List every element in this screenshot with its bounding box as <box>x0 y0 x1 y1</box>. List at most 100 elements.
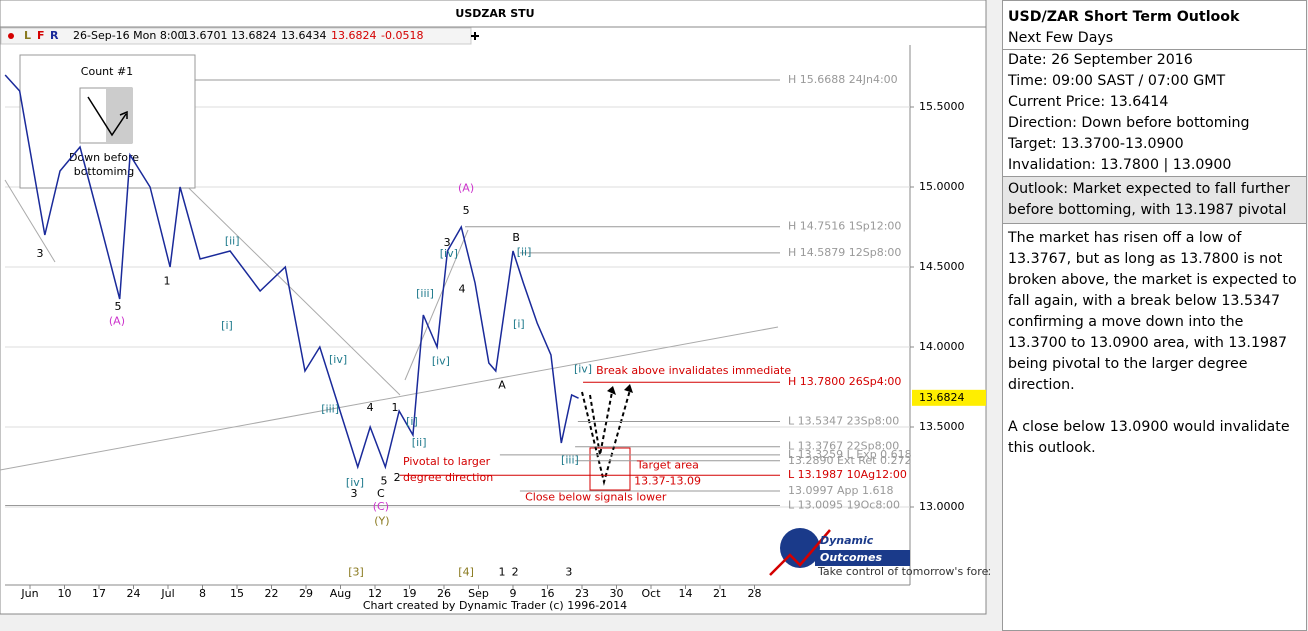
wave-label: [ii] <box>225 234 240 247</box>
x-tick-label: 10 <box>57 587 71 600</box>
wave-label: [iii] <box>561 454 579 467</box>
wave-label: [ii] <box>412 436 427 449</box>
panel-body: The market has risen off a low of 13.376… <box>1003 224 1306 459</box>
status-dot <box>8 33 14 39</box>
wave-label: [iv] <box>432 354 450 367</box>
wave-label: (Y) <box>374 514 389 527</box>
note: Pivotal to larger <box>403 455 491 468</box>
panel-paragraph: A close below 13.0900 would invalidate t… <box>1008 419 1290 456</box>
projection-arrows <box>581 389 631 486</box>
level-label: L 13.1987 10Ag12:00 <box>788 468 907 481</box>
wave-label: C <box>377 487 385 500</box>
x-tick-label: Sep <box>468 587 489 600</box>
wave-label: (A) <box>109 314 125 327</box>
x-tick-label: 8 <box>199 587 206 600</box>
logo-swoosh <box>769 529 831 576</box>
y-tick-label: 15.0000 <box>919 180 965 193</box>
logo-banner <box>815 550 910 566</box>
inset-caption: bottomimg <box>74 165 135 178</box>
x-tick-label: 14 <box>679 587 693 600</box>
x-tick-label: 17 <box>92 587 106 600</box>
toolbar-field: -0.0518 <box>381 29 423 42</box>
toolbar-flag[interactable]: F <box>37 29 45 42</box>
level-label: H 15.6688 24Jn4:00 <box>788 73 898 86</box>
toolbar-field: 13.6824 <box>331 29 377 42</box>
logo-tagline: Take control of tomorrow's forex today <box>817 565 990 578</box>
trendline <box>149 149 401 396</box>
logo: Dynamic Outcomes Take control of tomorro… <box>769 528 990 578</box>
wave-label: 4 <box>458 282 465 295</box>
wave-label: B <box>512 231 520 244</box>
crosshair-icon[interactable] <box>471 32 479 40</box>
last-price-box <box>912 389 986 406</box>
wave-label: 3 <box>444 236 451 249</box>
wave-label: [i] <box>221 319 233 332</box>
x-tick-label: 15 <box>230 587 244 600</box>
y-tick-label: 15.5000 <box>919 100 965 113</box>
x-tick-label: Aug <box>330 587 351 600</box>
panel-fact: Direction: Down before bottoming <box>1008 115 1250 131</box>
toolbar-flag[interactable]: R <box>50 29 59 42</box>
trendlines <box>0 149 779 471</box>
credit: Chart created by Dynamic Trader (c) 1996… <box>363 599 627 612</box>
x-tick-label: 30 <box>610 587 624 600</box>
level-label: 13.2890 Ext Ret 0.272 <box>788 454 911 467</box>
chart: USDZAR STU L F R 26-Sep-16 Mon 8:00 13.6… <box>0 0 990 615</box>
x-tick-label: 19 <box>403 587 417 600</box>
panel-facts: Date: 26 September 2016 Time: 09:00 SAST … <box>1003 49 1306 176</box>
x-tick-label: 16 <box>541 587 555 600</box>
x-tick-label: 29 <box>299 587 313 600</box>
wave-label: 2 <box>512 566 519 579</box>
y-tick-label: 14.0000 <box>919 340 965 353</box>
panel-title: USD/ZAR Short Term Outlook <box>1008 9 1240 25</box>
wave-label: [iii] <box>416 287 434 300</box>
logo-globe <box>780 528 820 568</box>
toolbar-flag[interactable]: L <box>24 29 31 42</box>
inset-caption: Down before <box>69 151 139 164</box>
panel-fact: Current Price: 13.6414 <box>1008 94 1169 110</box>
panel-fact: Time: 09:00 SAST / 07:00 GMT <box>1008 73 1226 89</box>
level-label: L 13.3767 22Sp8:00 <box>788 440 899 453</box>
note: Break above invalidates immediate <box>596 364 791 377</box>
level-label: H 14.7516 1Sp12:00 <box>788 220 901 233</box>
x-tick-label: 26 <box>437 587 451 600</box>
wave-label: 1 <box>392 401 399 414</box>
wave-label: 2 <box>394 471 401 484</box>
outlook-panel: USD/ZAR Short Term Outlook Next Few Days… <box>1002 0 1307 631</box>
x-tick-label: 23 <box>575 587 589 600</box>
x-tick-label: 24 <box>127 587 141 600</box>
panel-subtitle: Next Few Days <box>1008 30 1114 46</box>
wave-label: [ii] <box>517 246 532 259</box>
wave-label: [iv] <box>346 476 364 489</box>
level-label: L 13.0095 19Oc8:00 <box>788 498 900 511</box>
level-label: H 13.7800 26Sp4:00 <box>788 375 901 388</box>
wave-label: [i] <box>513 318 525 331</box>
chart-title: USDZAR STU <box>455 7 534 20</box>
panel-fact: Target: 13.3700-13.0900 <box>1008 136 1184 152</box>
x-tick-label: Oct <box>641 587 661 600</box>
x-tick-label: 22 <box>265 587 279 600</box>
wave-label: [iv] <box>440 247 458 260</box>
panel-paragraph: The market has risen off a low of 13.376… <box>1008 230 1297 393</box>
panel-fact: Date: 26 September 2016 <box>1008 52 1193 68</box>
panel-fact: Invalidation: 13.7800 | 13.0900 <box>1008 157 1232 173</box>
level-label: H 14.5879 12Sp8:00 <box>788 246 901 259</box>
inset: Count #1 Down before bottomimg <box>19 54 196 189</box>
last-price-label: 13.6824 <box>919 391 965 404</box>
y-tick-label: 13.5000 <box>919 420 965 433</box>
level-label: 13.0997 App 1.618 <box>788 484 893 497</box>
logo-name: Outcomes <box>820 551 882 564</box>
wave-label: 1 <box>498 566 505 579</box>
trendline <box>404 229 469 381</box>
inset-icon-arrow <box>87 96 128 137</box>
level-label: L 13.5347 23Sp8:00 <box>788 414 899 427</box>
wave-label: [3] <box>348 566 364 579</box>
trendline <box>0 326 779 471</box>
inset-title: Count #1 <box>81 65 133 78</box>
note: 13.37-13.09 <box>634 474 701 487</box>
y-tick-label: 14.5000 <box>919 260 965 273</box>
x-tick-label: 21 <box>713 587 727 600</box>
wave-label: (A) <box>458 182 474 195</box>
wave-label: 4 <box>367 401 374 414</box>
x-tick-label: Jul <box>160 587 174 600</box>
